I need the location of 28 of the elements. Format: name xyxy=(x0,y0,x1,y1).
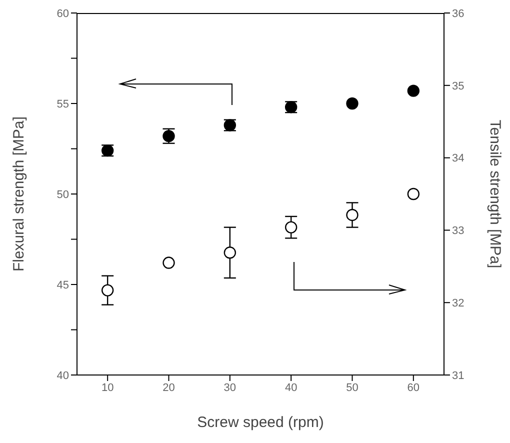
point xyxy=(162,256,175,269)
y-tick-label: 55 xyxy=(56,98,69,110)
point xyxy=(407,84,420,97)
point xyxy=(407,188,420,200)
y2-tick-label: 31 xyxy=(452,370,464,382)
point xyxy=(346,97,358,110)
x-tick-label: 50 xyxy=(346,382,358,394)
point xyxy=(101,284,114,296)
y2-axis-title: Tensile strength [MPa] xyxy=(486,120,504,268)
point xyxy=(224,246,236,259)
y-tick-label: 40 xyxy=(56,370,69,382)
y2-tick-label: 32 xyxy=(452,298,464,310)
y2-tick-label: 34 xyxy=(452,152,464,165)
x-axis-title: Screw speed (rpm) xyxy=(197,414,324,431)
y2-tick-label: 35 xyxy=(452,80,464,92)
x-tick-label: 60 xyxy=(407,382,420,394)
x-tick-label: 10 xyxy=(101,382,114,394)
point xyxy=(284,221,298,234)
point xyxy=(346,208,358,222)
x-tick-label: 30 xyxy=(224,382,236,394)
x-tick-label: 20 xyxy=(162,382,175,394)
y-tick-label: 50 xyxy=(56,188,69,201)
y-tick-label: 45 xyxy=(56,279,69,292)
y2-tick-label: 33 xyxy=(452,225,464,238)
x-tick-label: 40 xyxy=(284,382,298,394)
y-axis-title: Flexural strength [MPa] xyxy=(10,116,28,272)
y-tick-label: 60 xyxy=(56,8,69,20)
y2-tick-label: 36 xyxy=(452,8,464,20)
